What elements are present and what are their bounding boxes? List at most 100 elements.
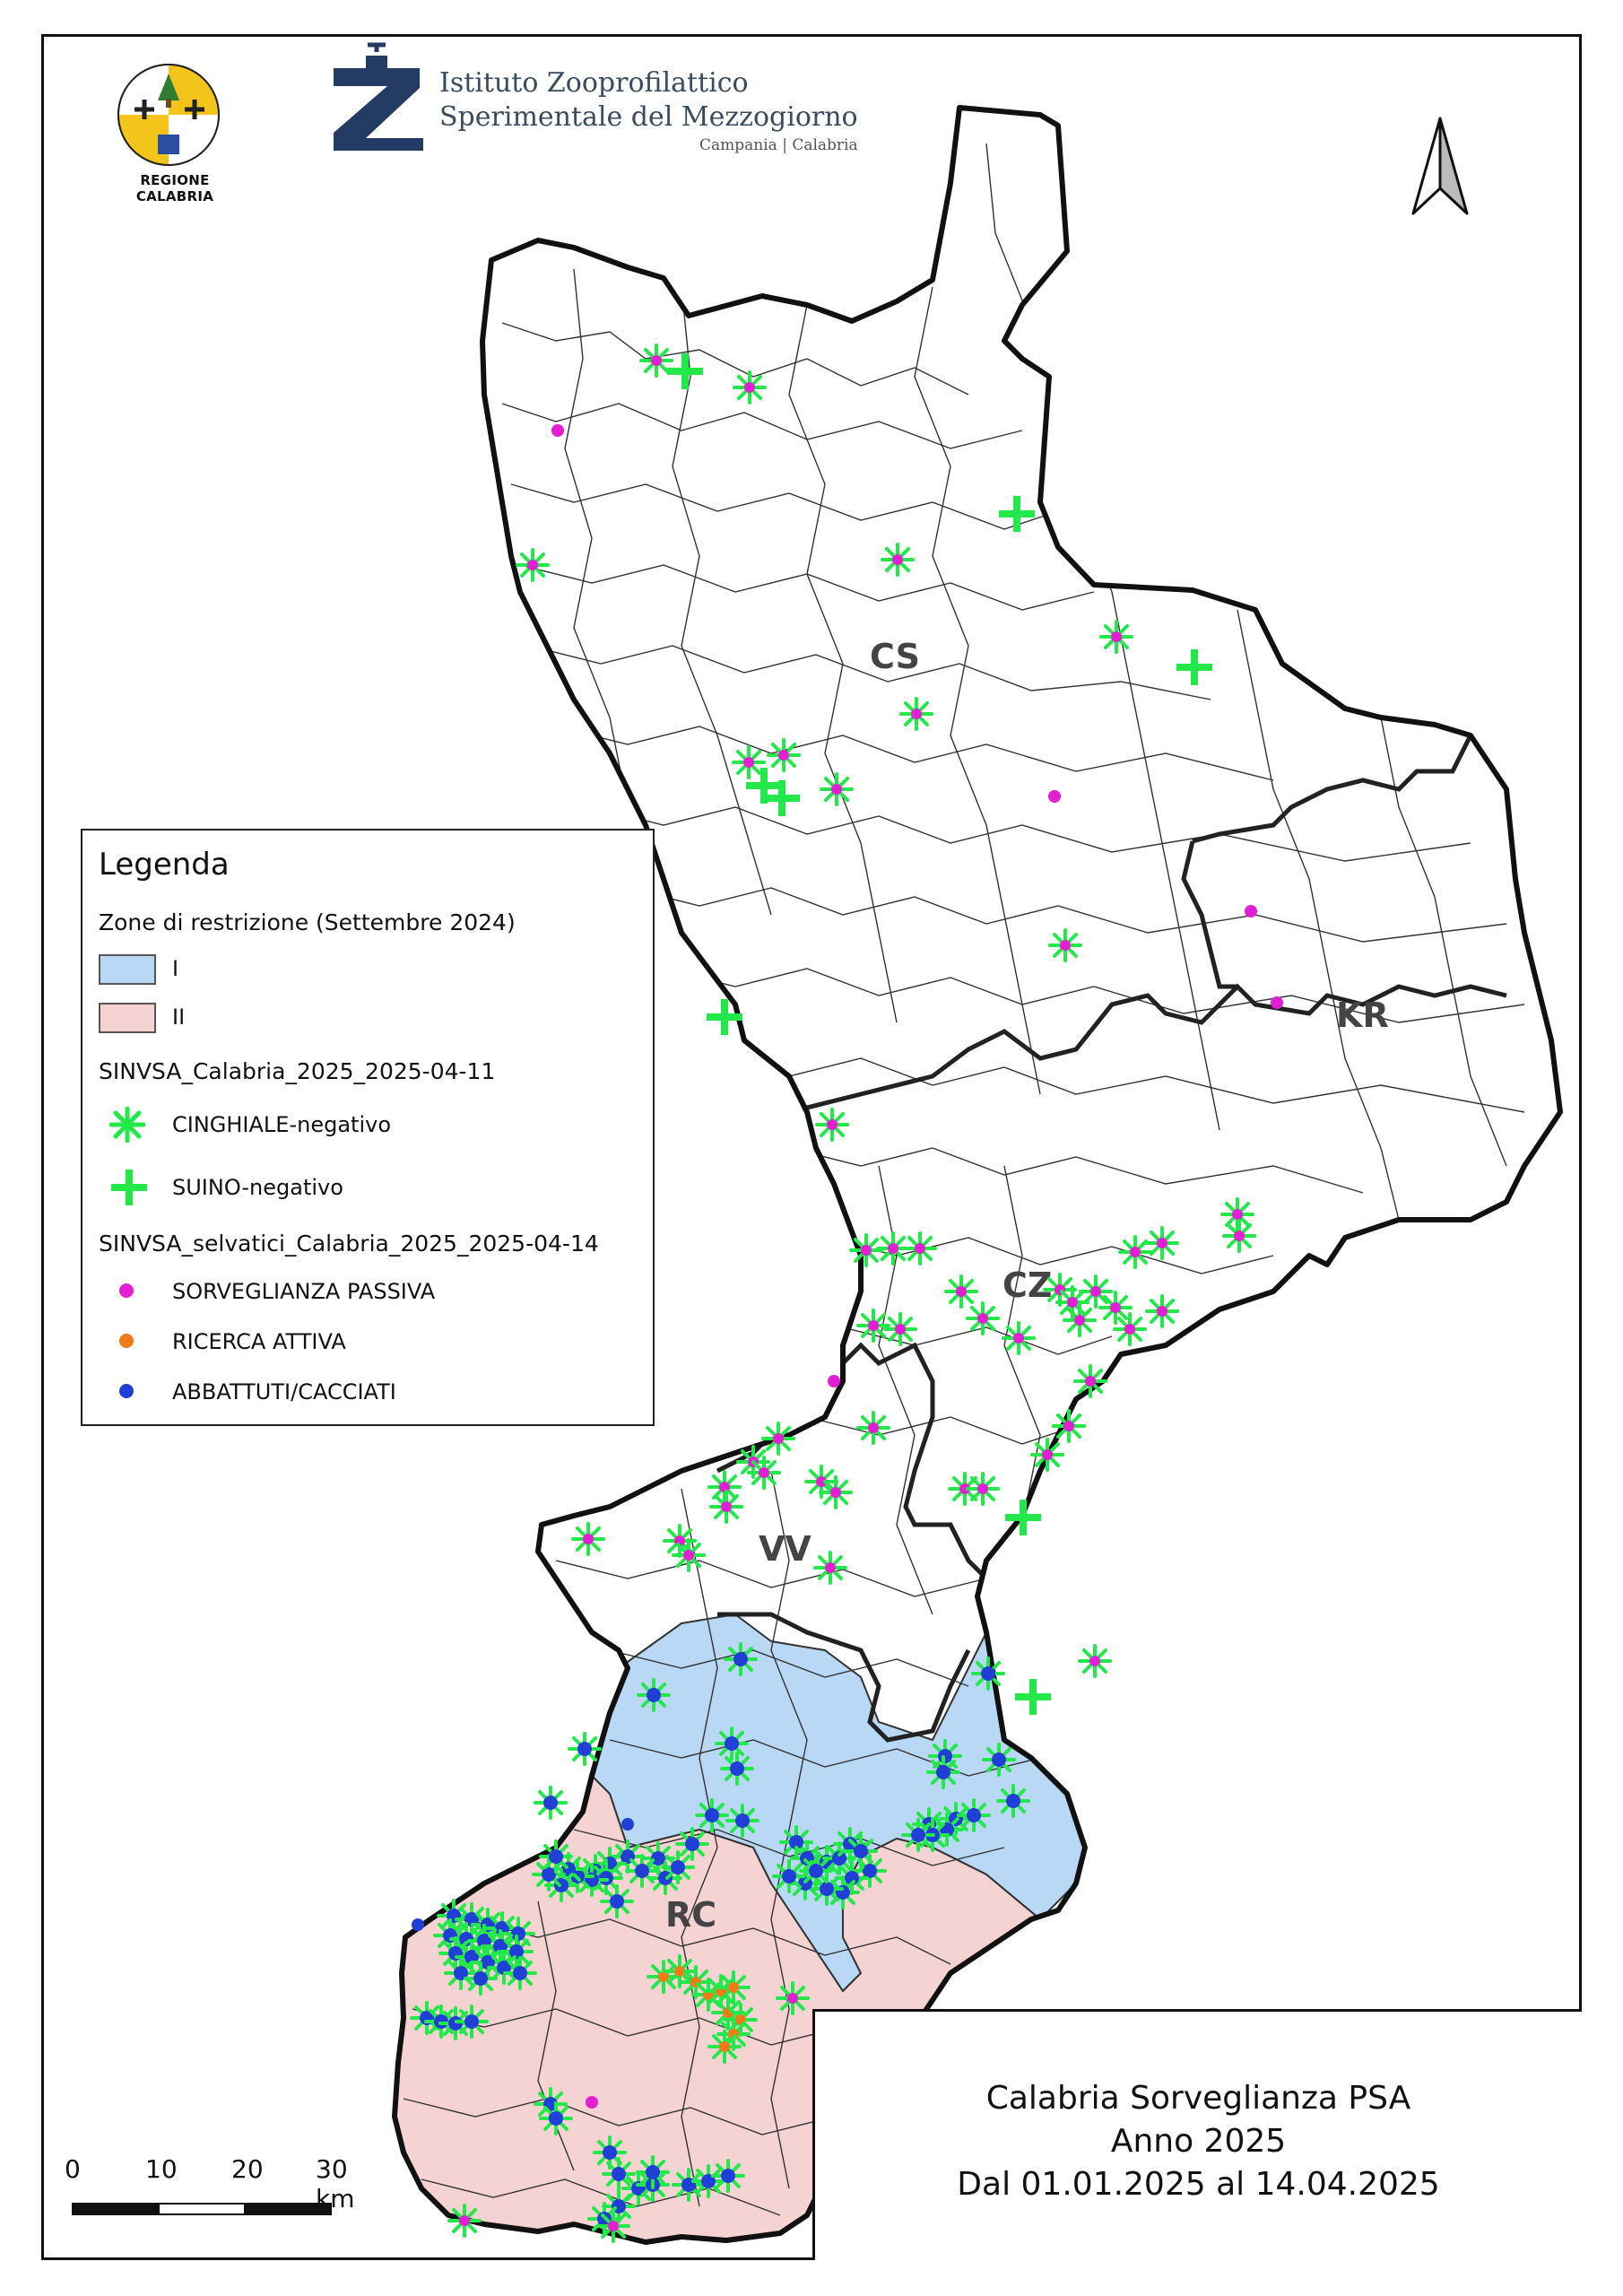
institute-logo-icon xyxy=(334,42,423,151)
map-legend: Legenda Zone di restrizione (Settembre 2… xyxy=(81,829,655,1426)
cinghiale-marker xyxy=(982,1743,1016,1777)
cinghiale-marker xyxy=(593,2135,627,2170)
institute-line2: Sperimentale del Mezzogiorno xyxy=(439,101,858,133)
passiva-marker xyxy=(586,2096,598,2109)
province-label-rc: RC xyxy=(665,1895,716,1935)
cinghiale-marker xyxy=(637,1678,671,1712)
cinghiale-marker xyxy=(455,2005,489,2039)
cinghiale-marker xyxy=(1113,1312,1147,1346)
scale-tick-20: 20 xyxy=(231,2154,264,2184)
cinghiale-marker xyxy=(636,2155,670,2189)
suino-marker xyxy=(1176,649,1212,685)
dot-icon-abbattuti xyxy=(119,1384,134,1398)
regione-calabria-block: REGIONE CALABRIA xyxy=(108,169,242,204)
cinghiale-marker xyxy=(539,2101,573,2135)
cinghiale-marker xyxy=(503,1956,537,1990)
cinghiale-marker xyxy=(602,2157,636,2191)
cinghiale-marker xyxy=(720,1752,754,1786)
cinghiale-marker xyxy=(1118,1235,1152,1269)
suino-marker xyxy=(1015,1679,1051,1715)
legend-suino-label: SUINO-negativo xyxy=(172,1175,343,1200)
province-label-cs: CS xyxy=(870,637,920,676)
passiva-marker xyxy=(1271,996,1283,1009)
cinghiale-marker xyxy=(1030,1438,1064,1472)
regione-calabria-caption: REGIONE CALABRIA xyxy=(135,172,214,204)
north-arrow-icon xyxy=(1411,117,1469,215)
legend-attiva-label: RICERCA ATTIVA xyxy=(172,1329,346,1354)
cinghiale-marker xyxy=(716,1970,751,2005)
cinghiale-marker xyxy=(813,1551,847,1585)
passiva-marker xyxy=(1048,790,1061,803)
cinghiale-marker xyxy=(926,1755,960,1789)
cinghiale-marker xyxy=(1048,928,1082,962)
cinghiale-marker xyxy=(711,2159,745,2193)
cinghiale-marker xyxy=(1220,1197,1254,1231)
cinghiale-marker xyxy=(709,1490,743,1524)
province-label-kr: KR xyxy=(1336,996,1389,1035)
title-line3: Dal 01.01.2025 al 14.04.2025 xyxy=(957,2166,1440,2203)
cinghiale-marker xyxy=(534,1786,568,1820)
cinghiale-marker xyxy=(410,2001,444,2035)
cinghiale-marker xyxy=(761,1422,795,1456)
cinghiale-marker xyxy=(1043,1273,1077,1307)
scale-tick-0: 0 xyxy=(65,2154,81,2184)
cinghiale-marker xyxy=(725,1804,759,1838)
cinghiale-marker xyxy=(1222,1219,1256,1253)
cinghiale-marker xyxy=(464,1961,498,1996)
suino-marker xyxy=(1005,1500,1041,1535)
cinghiale-marker xyxy=(815,1108,849,1142)
cinghiale-marker xyxy=(901,1818,935,1852)
cinghiale-marker xyxy=(1002,1321,1036,1355)
cinghiale-marker xyxy=(691,2164,725,2198)
legend-swatch-zone-I xyxy=(99,954,156,985)
cinghiale-marker xyxy=(849,1233,883,1267)
scale-bar-graphic xyxy=(72,2203,332,2215)
institute-line1: Istituto Zooprofilattico xyxy=(439,67,749,99)
asterisk-icon xyxy=(109,1107,145,1143)
passiva-marker xyxy=(1245,905,1257,918)
passiva-marker xyxy=(551,424,564,437)
abbattuti-marker xyxy=(412,1918,424,1931)
cinghiale-marker xyxy=(1078,1644,1112,1678)
cinghiale-marker xyxy=(776,1981,810,2015)
cinghiale-marker xyxy=(1098,1291,1133,1325)
suino-marker xyxy=(999,496,1035,532)
cinghiale-marker xyxy=(625,1854,659,1888)
cinghiale-marker xyxy=(675,1827,709,1861)
legend-abbattuti-label: ABBATTUTI/CACCIATI xyxy=(172,1379,396,1405)
legend-swatch-zone-II xyxy=(99,1003,156,1033)
cinghiale-marker xyxy=(571,1522,605,1556)
cinghiale-marker xyxy=(1073,1364,1107,1398)
cinghiale-marker xyxy=(881,543,915,577)
cinghiale-marker xyxy=(810,1872,844,1906)
cinghiale-marker xyxy=(1145,1294,1179,1328)
title-line1: Calabria Sorveglianza PSA xyxy=(985,2080,1411,2117)
cinghiale-marker xyxy=(444,1956,478,1990)
cinghiale-marker xyxy=(876,1231,910,1265)
suino-marker xyxy=(667,353,703,389)
cinghiale-marker xyxy=(996,1784,1030,1818)
institute-name: Istituto Zooprofilattico Sperimentale de… xyxy=(439,66,858,154)
cinghiale-marker xyxy=(1052,1409,1086,1443)
cinghiale-marker xyxy=(695,1798,729,1832)
legend-layer2-heading: SINVSA_selvatici_Calabria_2025_2025-04-1… xyxy=(99,1231,599,1257)
cinghiale-marker xyxy=(1145,1226,1179,1260)
legend-passiva-label: SORVEGLIANZA PASSIVA xyxy=(172,1279,436,1304)
suino-marker xyxy=(707,999,742,1035)
cinghiale-marker xyxy=(856,1411,890,1445)
surveillance-markers xyxy=(410,344,1283,2243)
province-label-cz: CZ xyxy=(1002,1265,1052,1305)
suino-marker xyxy=(764,780,800,816)
cinghiale-marker xyxy=(600,1884,634,1918)
cinghiale-marker xyxy=(903,1231,937,1265)
cinghiale-marker xyxy=(1063,1303,1097,1337)
cinghiale-marker xyxy=(966,1472,1000,1506)
legend-cinghiale-label: CINGHIALE-negativo xyxy=(172,1112,392,1137)
cinghiale-marker xyxy=(707,2030,742,2064)
cinghiale-marker xyxy=(767,738,801,772)
plus-icon xyxy=(111,1170,147,1205)
cinghiale-marker xyxy=(944,1274,978,1309)
cinghiale-marker xyxy=(516,548,550,582)
cinghiale-marker xyxy=(596,2209,630,2243)
